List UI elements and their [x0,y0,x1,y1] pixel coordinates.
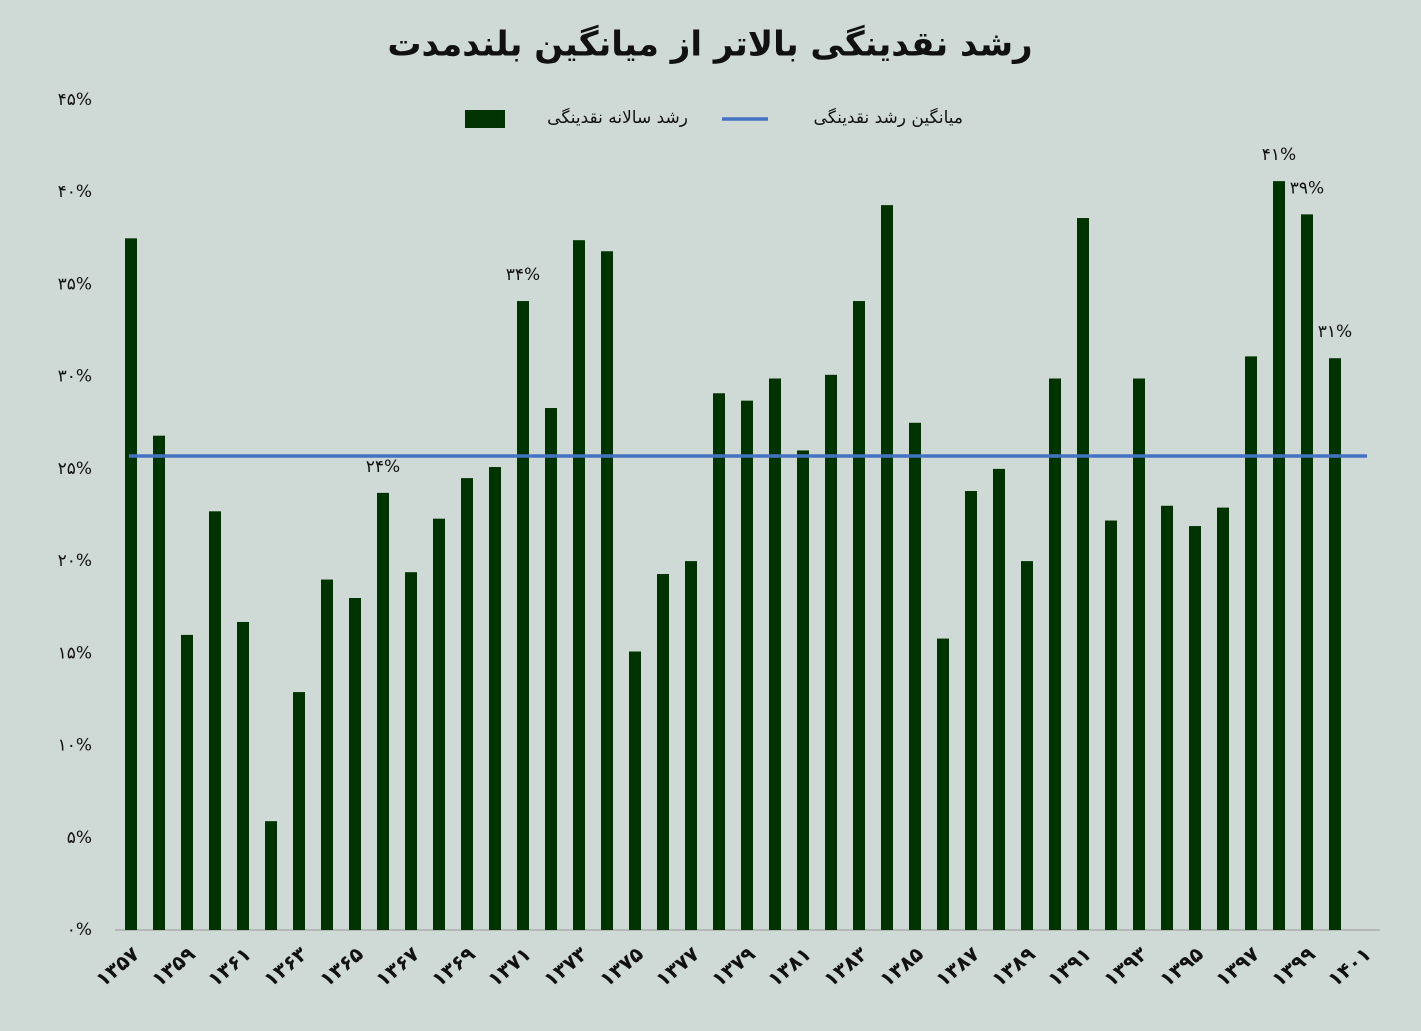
bar [405,572,417,930]
chart-title: رشد نقدینگی بالاتر از میانگین بلندمدت [387,25,1032,65]
bar [1189,526,1201,930]
y-tick-label: ۲۰% [58,551,92,571]
y-tick-label: ۲۵% [58,459,92,479]
data-label: ۲۴% [366,457,400,477]
bar [265,821,277,930]
y-tick-label: ۱۵% [58,643,92,663]
bar [1049,378,1061,930]
bar [461,478,473,930]
legend-swatch [465,110,505,128]
bar [1217,507,1229,930]
y-tick-label: ۴۰% [58,182,92,202]
legend-label: میانگین رشد نقدینگی [814,107,963,128]
bar [517,301,529,930]
bar [965,491,977,930]
y-tick-label: ۳۰% [58,367,92,387]
bar [797,450,809,930]
bar [909,422,921,930]
data-label: ۳۱% [1318,322,1352,342]
data-label: ۴۱% [1262,145,1296,165]
bar [657,574,669,930]
bar [685,561,697,930]
bar [713,393,725,930]
bar [573,240,585,930]
y-tick-label: ۵% [67,828,92,848]
bar [1245,356,1257,930]
bar [629,651,641,930]
bar [349,598,361,930]
y-tick-label: ۳۵% [58,274,92,294]
bar [1301,214,1313,930]
y-tick-label: ۴۵% [58,90,92,110]
bar [1161,505,1173,930]
bar [489,467,501,930]
bar [601,251,613,930]
bar [181,634,193,930]
y-tick-label: ۱۰% [58,736,92,756]
bar [1273,181,1285,931]
bar [825,374,837,930]
bar [1329,358,1341,930]
legend-label: رشد سالانه نقدینگی [547,107,688,128]
bar [1133,378,1145,930]
bar [125,238,137,931]
bar [993,468,1005,930]
y-tick-label: ۰% [67,920,92,940]
bar [881,205,893,931]
bar [545,408,557,930]
bar [853,301,865,930]
bar [293,692,305,930]
bar [1021,561,1033,930]
bar [321,579,333,930]
bar [237,621,249,930]
bar [433,518,445,930]
data-label: ۳۹% [1290,178,1324,198]
bar [1077,218,1089,931]
bar [153,435,165,930]
data-label: ۳۴% [506,265,540,285]
bar [377,492,389,930]
bar [937,638,949,930]
bar [1105,520,1117,930]
bar [741,400,753,931]
bar [209,511,221,930]
bar [769,378,781,930]
